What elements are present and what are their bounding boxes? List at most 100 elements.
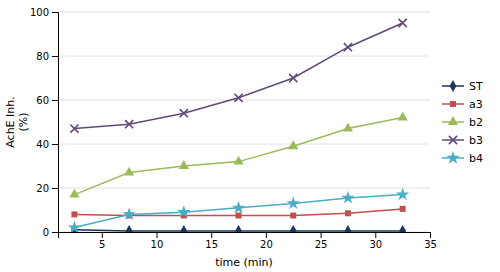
y-tick-mark — [52, 144, 58, 145]
x-tick-mark — [211, 232, 212, 238]
legend-label: b4 — [469, 152, 483, 165]
point — [125, 120, 133, 128]
series — [70, 19, 406, 133]
point — [399, 19, 407, 27]
y-tick-label: 100 — [30, 7, 49, 18]
x-tick-label: 25 — [315, 239, 328, 250]
legend-symbol — [450, 101, 456, 107]
series-line — [74, 118, 402, 195]
series-line — [74, 195, 402, 228]
y-tick-label: 20 — [36, 183, 49, 194]
plot: 5 10 15 20 25 30 35 0 20 40 60 80 100 — [30, 7, 437, 250]
x-tick-mark — [156, 232, 157, 238]
x-tick-mark — [375, 232, 376, 238]
x-tick: 15 — [205, 232, 218, 250]
point — [235, 225, 242, 232]
point — [71, 211, 77, 217]
point — [179, 160, 189, 169]
y-tick: 100 — [30, 7, 58, 18]
x-tick-mark — [430, 232, 431, 238]
point — [344, 43, 352, 51]
y-tick-label: 40 — [36, 139, 49, 150]
point — [287, 196, 300, 209]
y-tick: 0 — [43, 227, 58, 238]
legend-item: b4 — [442, 151, 483, 165]
x-tick: 20 — [260, 232, 273, 250]
y-tick-label: 60 — [36, 95, 49, 106]
point — [400, 206, 406, 212]
y-tick-mark — [52, 232, 58, 233]
x-tick: 5 — [99, 232, 105, 250]
x-tick-label: 30 — [369, 239, 382, 250]
grid-line — [58, 188, 430, 189]
x-axis-title: time (min) — [215, 256, 273, 269]
legend-label: b2 — [469, 116, 483, 129]
point — [232, 201, 245, 214]
series — [68, 188, 410, 232]
y-tick-label: 0 — [43, 227, 49, 238]
legend-symbol — [450, 80, 457, 92]
legend-label: ST — [469, 80, 483, 93]
x-tick: 25 — [315, 232, 328, 250]
legend-item: b3 — [442, 134, 483, 147]
y-axis-title: AchE Inh.(%) — [4, 96, 30, 147]
point — [124, 167, 134, 176]
point — [289, 74, 297, 82]
point — [290, 225, 297, 232]
y-axis: 0 20 40 60 80 100 — [30, 7, 59, 238]
legend-label: b3 — [469, 134, 483, 147]
series-line — [74, 23, 402, 129]
x-tick-label: 35 — [424, 239, 437, 250]
series-area — [68, 19, 410, 232]
point — [345, 210, 351, 216]
x-tick-mark — [321, 232, 322, 238]
point — [122, 207, 135, 220]
point — [343, 123, 353, 132]
point — [396, 188, 409, 201]
point — [234, 94, 242, 102]
grid-line — [58, 56, 430, 57]
y-axis-line — [52, 13, 59, 233]
y-tick-mark — [52, 188, 58, 189]
y-tick-mark — [52, 100, 58, 101]
legend-symbol — [446, 151, 459, 164]
legend-label: a3 — [469, 98, 483, 111]
x-tick-label: 10 — [151, 239, 164, 250]
legend-symbol — [449, 136, 457, 144]
point — [69, 189, 79, 198]
point — [233, 156, 243, 165]
grid-line — [58, 100, 430, 101]
x-tick: 35 — [424, 232, 437, 250]
x-tick-label: 15 — [205, 239, 218, 250]
y-tick-mark — [52, 56, 58, 57]
legend-item: ST — [442, 80, 483, 93]
y-tick: 20 — [36, 183, 58, 194]
legend-item: b2 — [442, 116, 483, 129]
x-tick: 10 — [151, 232, 164, 250]
y-tick: 80 — [36, 51, 58, 62]
point — [236, 213, 242, 219]
point — [345, 225, 352, 232]
grid-line — [58, 144, 430, 145]
x-tick-mark — [266, 232, 267, 238]
x-axis: 5 10 15 20 25 30 35 — [59, 232, 437, 250]
legend: ST a3 b2 b3 b4 — [442, 80, 483, 165]
chart: 5 10 15 20 25 30 35 0 20 40 60 80 100 time (min) AchE … — [0, 0, 500, 272]
point — [70, 125, 78, 133]
y-tick: 40 — [36, 139, 58, 150]
y-axis-title-line: (%) — [17, 112, 30, 131]
legend-item: a3 — [442, 98, 483, 111]
y-tick-mark — [52, 12, 58, 13]
point — [399, 225, 406, 232]
x-tick: 30 — [369, 232, 382, 250]
point — [177, 205, 190, 218]
series — [71, 224, 406, 232]
point — [126, 225, 133, 232]
point — [341, 191, 354, 204]
point — [180, 225, 187, 232]
legend-symbol — [448, 116, 458, 125]
y-axis-title-line: AchE Inh. — [4, 96, 17, 147]
y-tick-label: 80 — [36, 51, 49, 62]
x-tick-mark — [102, 232, 103, 238]
grid — [58, 12, 430, 232]
